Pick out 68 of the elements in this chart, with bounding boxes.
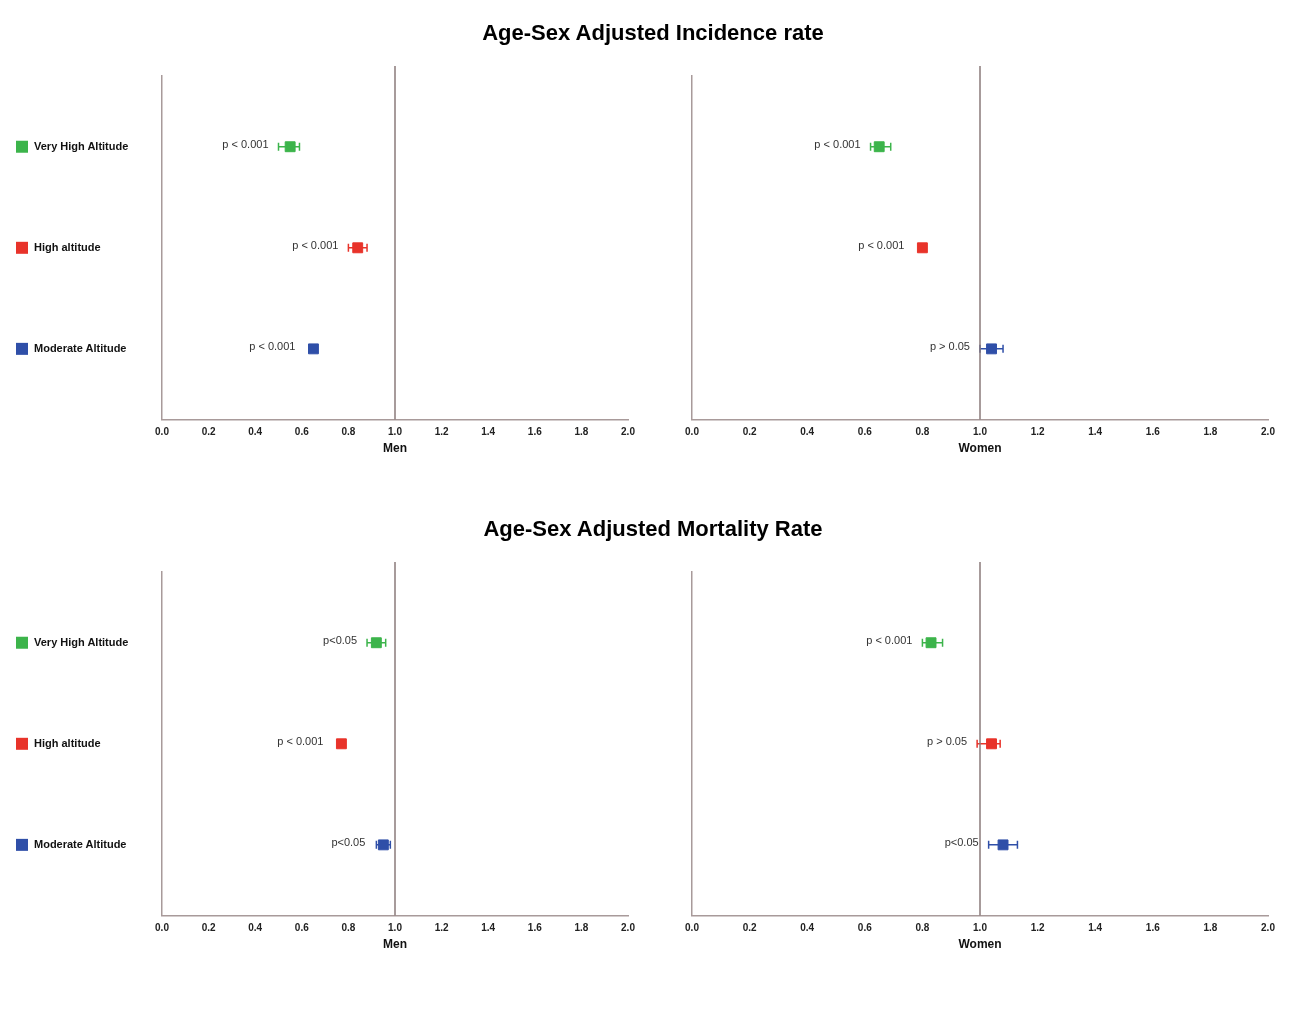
annotation: p<0.05 (944, 835, 979, 848)
x-tick-label: 0.6 (294, 922, 310, 934)
x-axis-title: Men (383, 441, 407, 456)
x-tick-label: 1.8 (1203, 426, 1218, 438)
annotation: p<0.05 (323, 633, 358, 646)
x-tick-label: 0.0 (155, 922, 170, 934)
annotation: p < 0.001 (249, 339, 296, 352)
x-tick-label: 0.4 (248, 426, 263, 438)
x-tick-label: 0.6 (857, 426, 873, 438)
x-tick-label: 1.6 (1145, 426, 1161, 438)
x-tick-label: 0.6 (857, 922, 873, 934)
annotation: p < 0.001 (866, 633, 913, 646)
legend-label: High altitude (34, 736, 101, 749)
x-tick-label: 1.4 (1088, 426, 1103, 438)
x-tick-label: 1.0 (388, 922, 403, 934)
legend-label: High altitude (34, 240, 101, 253)
annotation: p < 0.001 (814, 137, 861, 150)
x-tick-label: 1.0 (973, 922, 988, 934)
x-tick-label: 0.4 (800, 426, 815, 438)
x-tick-label: 0.0 (685, 922, 700, 934)
legend-label: Moderate Altitude (34, 837, 127, 850)
chart-title: Age-Sex Adjusted Mortality Rate (482, 516, 824, 542)
x-tick-label: 0.6 (294, 426, 310, 438)
x-tick-label: 1.2 (434, 922, 449, 934)
annotation: p < 0.001 (222, 137, 269, 150)
x-tick-label: 1.0 (973, 426, 988, 438)
x-tick-label: 2.0 (621, 426, 636, 438)
x-tick-label: 1.4 (481, 426, 496, 438)
chart-title: Age-Sex Adjusted Incidence rate (481, 20, 825, 46)
x-tick-label: 2.0 (621, 922, 636, 934)
annotation: p > 0.05 (927, 734, 968, 747)
x-tick-label: 0.8 (915, 426, 930, 438)
legend-label: Moderate Altitude (34, 341, 127, 354)
x-tick-label: 0.8 (915, 922, 930, 934)
x-tick-label: 1.0 (388, 426, 403, 438)
x-tick-label: 1.6 (527, 426, 543, 438)
x-tick-label: 0.2 (742, 922, 757, 934)
x-axis-title: Women (958, 937, 1002, 952)
x-tick-label: 0.2 (742, 426, 757, 438)
x-tick-label: 0.4 (248, 922, 263, 934)
x-tick-label: 0.8 (341, 426, 356, 438)
x-axis-title: Men (383, 937, 407, 952)
x-tick-label: 0.2 (201, 922, 216, 934)
x-tick-label: 1.2 (1030, 922, 1045, 934)
annotation: p < 0.001 (292, 238, 339, 251)
legend-label: Very High Altitude (34, 139, 129, 152)
x-tick-label: 1.6 (527, 922, 543, 934)
x-tick-label: 1.2 (1030, 426, 1045, 438)
x-tick-label: 0.2 (201, 426, 216, 438)
x-tick-label: 1.8 (1203, 922, 1218, 934)
x-tick-label: 1.4 (1088, 922, 1103, 934)
x-tick-label: 0.4 (800, 922, 815, 934)
legend-label: Very High Altitude (34, 635, 129, 648)
annotation: p > 0.05 (929, 339, 970, 352)
annotation: p < 0.001 (277, 734, 324, 747)
x-tick-label: 1.6 (1145, 922, 1161, 934)
x-axis-title: Women (958, 441, 1002, 456)
x-tick-label: 1.8 (574, 922, 589, 934)
x-tick-label: 0.0 (155, 426, 170, 438)
x-tick-label: 2.0 (1261, 426, 1276, 438)
x-tick-label: 0.0 (685, 426, 700, 438)
x-tick-label: 1.4 (481, 922, 496, 934)
x-tick-label: 2.0 (1261, 922, 1276, 934)
annotation: p<0.05 (331, 835, 366, 848)
annotation: p < 0.001 (858, 238, 905, 251)
x-tick-label: 0.8 (341, 922, 356, 934)
x-tick-label: 1.2 (434, 426, 449, 438)
x-tick-label: 1.8 (574, 426, 589, 438)
